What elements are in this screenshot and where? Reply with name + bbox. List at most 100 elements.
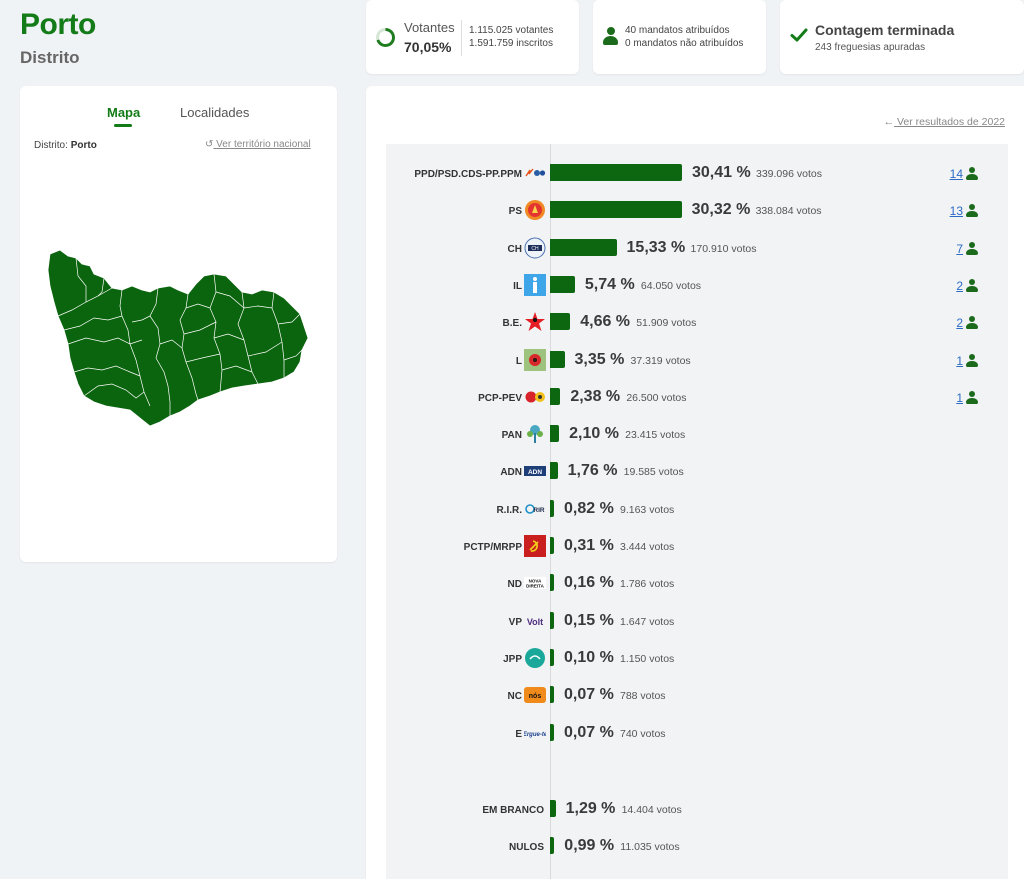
party-name: PCTP/MRPP <box>463 542 522 553</box>
seats-link[interactable]: 14 <box>949 167 963 181</box>
seats-link[interactable]: 1 <box>956 390 963 405</box>
result-row[interactable]: PCTP/MRPP 0,31 % 3.444 votos <box>386 532 1008 562</box>
result-votes: 170.910 votos <box>690 242 757 255</box>
tab-mapa[interactable]: Mapa <box>107 105 141 120</box>
result-row[interactable]: NULOS 0,99 % 11.035 votos <box>386 832 1008 862</box>
result-row[interactable]: EM BRANCO 1,29 % 14.404 votos <box>386 795 1008 825</box>
arrow-left-icon: ← <box>883 116 895 128</box>
seats-card: 40 mandatos atribuídos 0 mandatos não at… <box>593 0 766 74</box>
result-row[interactable]: JPP 0,10 % 1.150 votos <box>386 644 1008 674</box>
result-votes: 1.786 votos <box>620 578 675 591</box>
result-row[interactable]: ADN ADN 1,76 % 19.585 votos <box>386 457 1008 487</box>
result-row[interactable]: PPD/PSD.CDS-PP.PPM 30,41 % 339.096 votos 14 <box>386 159 1008 189</box>
result-votes: 37.319 votos <box>630 354 691 367</box>
person-icon <box>603 27 618 45</box>
turnout-ring-icon <box>376 28 395 47</box>
seats-link[interactable]: 1 <box>956 353 963 368</box>
result-row[interactable]: B.E. 4,66 % 51.909 votos 2 <box>386 308 1008 338</box>
person-icon <box>966 353 978 367</box>
result-percent: 15,33 % <box>626 238 686 256</box>
previous-results-link[interactable]: ← Ver resultados de 2022 <box>884 116 1005 128</box>
seats-link[interactable]: 2 <box>956 316 963 331</box>
result-row[interactable]: VP Volt 0,15 % 1.647 votos <box>386 607 1008 637</box>
page-title: Porto <box>20 8 96 41</box>
result-percent: 0,82 % <box>564 499 614 517</box>
result-percent: 0,07 % <box>564 723 614 741</box>
view-national-link[interactable]: ↺ Ver território nacional <box>205 139 311 150</box>
nd-logo: NOVA DIREITA <box>524 572 546 594</box>
svg-text:ADN: ADN <box>528 469 542 476</box>
count-status-subtitle: 243 freguesias apuradas <box>815 42 926 53</box>
result-bar <box>550 537 554 554</box>
result-bar <box>550 611 554 629</box>
seats-link[interactable]: 2 <box>956 278 963 293</box>
check-icon <box>790 28 808 42</box>
ergue-te-logo: Ergue-te <box>523 722 548 744</box>
result-row[interactable]: PCP-PEV 2,38 % 26.500 votos 1 <box>386 383 1008 413</box>
turnout-label: Votantes <box>404 20 455 35</box>
results-panel: ← Ver resultados de 2022 PPD/PSD.CDS-PP.… <box>366 86 1024 879</box>
undo-icon: ↺ <box>205 139 214 150</box>
result-bar <box>550 462 558 480</box>
result-percent: 2,38 % <box>570 387 621 405</box>
turnout-percent: 70,05% <box>404 39 452 55</box>
result-row[interactable]: R.I.R. RIR 0,82 % 9.163 votos <box>386 495 1008 525</box>
result-percent: 3,35 % <box>574 350 625 368</box>
svg-text:NOVA: NOVA <box>529 579 542 584</box>
count-status-card: Contagem terminada 243 freguesias apurad… <box>780 0 1024 74</box>
result-row[interactable]: L 3,35 % 37.319 votos 1 <box>386 346 1008 376</box>
result-votes: 338.084 votos <box>755 205 822 218</box>
result-votes: 1.150 votos <box>620 652 675 665</box>
svg-text:nós: nós <box>529 693 542 700</box>
result-bar <box>550 275 575 293</box>
party-name: EM BRANCO <box>482 805 544 816</box>
district-label-text: Distrito: <box>34 140 68 151</box>
person-icon <box>966 241 978 255</box>
district-name: Porto <box>70 140 97 151</box>
result-bar <box>550 201 682 219</box>
active-tab-indicator <box>114 124 132 127</box>
party-name: PCP-PEV <box>478 392 522 404</box>
result-bar <box>550 837 555 855</box>
result-bar <box>550 686 554 704</box>
result-votes: 64.050 votos <box>640 279 702 292</box>
result-bar <box>550 164 682 181</box>
result-percent: 30,32 % <box>691 201 751 219</box>
result-row[interactable]: PAN 2,10 % 23.415 votos <box>386 420 1008 450</box>
seats-link[interactable]: 13 <box>949 204 963 219</box>
party-name: VP <box>508 616 522 628</box>
livre-logo <box>524 348 546 371</box>
result-percent: 0,15 % <box>564 611 614 629</box>
svg-text:RIR: RIR <box>533 507 545 514</box>
seats-link[interactable]: 7 <box>956 241 963 256</box>
result-row[interactable]: E Ergue-te 0,07 % 740 votos <box>386 719 1008 749</box>
person-icon <box>966 316 978 330</box>
svg-text:DIREITA: DIREITA <box>526 584 544 589</box>
result-row[interactable]: CH CH 15,33 % 170.910 votos 7 <box>386 234 1008 264</box>
result-row[interactable]: PS 30,32 % 338.084 votos 13 <box>386 196 1008 226</box>
result-votes: 19.585 votos <box>623 466 684 479</box>
party-name: L <box>515 355 522 367</box>
tab-localidades[interactable]: Localidades <box>180 105 250 120</box>
inscritos-count: 1.591.759 inscritos <box>469 38 553 49</box>
result-percent: 1,76 % <box>567 462 618 480</box>
result-row[interactable]: NC nós 0,07 % 788 votos <box>386 681 1008 711</box>
result-bar <box>550 499 554 517</box>
party-name: ND <box>507 579 522 591</box>
turnout-card: Votantes 70,05% 1.115.025 votantes 1.591… <box>366 0 579 74</box>
result-votes: 51.909 votos <box>636 317 697 330</box>
person-icon <box>966 278 978 292</box>
cdu-logo <box>524 386 546 408</box>
result-percent: 0,31 % <box>564 537 614 554</box>
result-row[interactable]: ND NOVA DIREITA 0,16 % 1.786 votos <box>386 569 1008 599</box>
party-name: CH <box>507 243 522 255</box>
party-name: PS <box>508 206 522 218</box>
result-votes: 9.163 votos <box>620 503 675 516</box>
page-subtitle: Distrito <box>20 48 80 67</box>
result-row[interactable]: IL 5,74 % 64.050 votos 2 <box>386 271 1008 301</box>
result-percent: 2,10 % <box>569 425 619 443</box>
district-map[interactable] <box>46 246 308 426</box>
result-percent: 0,07 % <box>564 686 614 704</box>
result-bar <box>550 574 554 592</box>
be-logo <box>524 311 546 333</box>
